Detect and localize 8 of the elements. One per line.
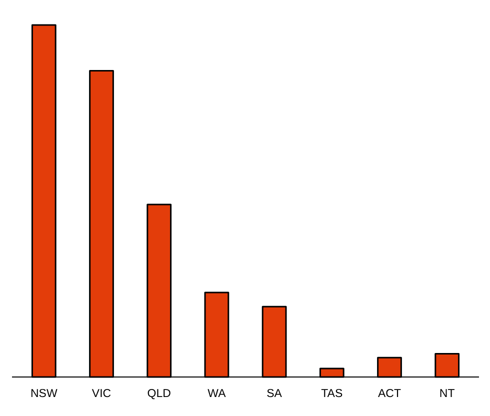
x-tick-label: NT [439, 388, 455, 400]
x-tick-label: VIC [92, 388, 112, 400]
x-tick-label: WA [208, 388, 226, 400]
x-tick-label: QLD [147, 388, 171, 400]
x-tick-label: TAS [321, 388, 343, 400]
x-tick-label: SA [266, 388, 282, 400]
x-tick-label: ACT [378, 388, 401, 400]
x-tick-label: NSW [30, 388, 58, 400]
